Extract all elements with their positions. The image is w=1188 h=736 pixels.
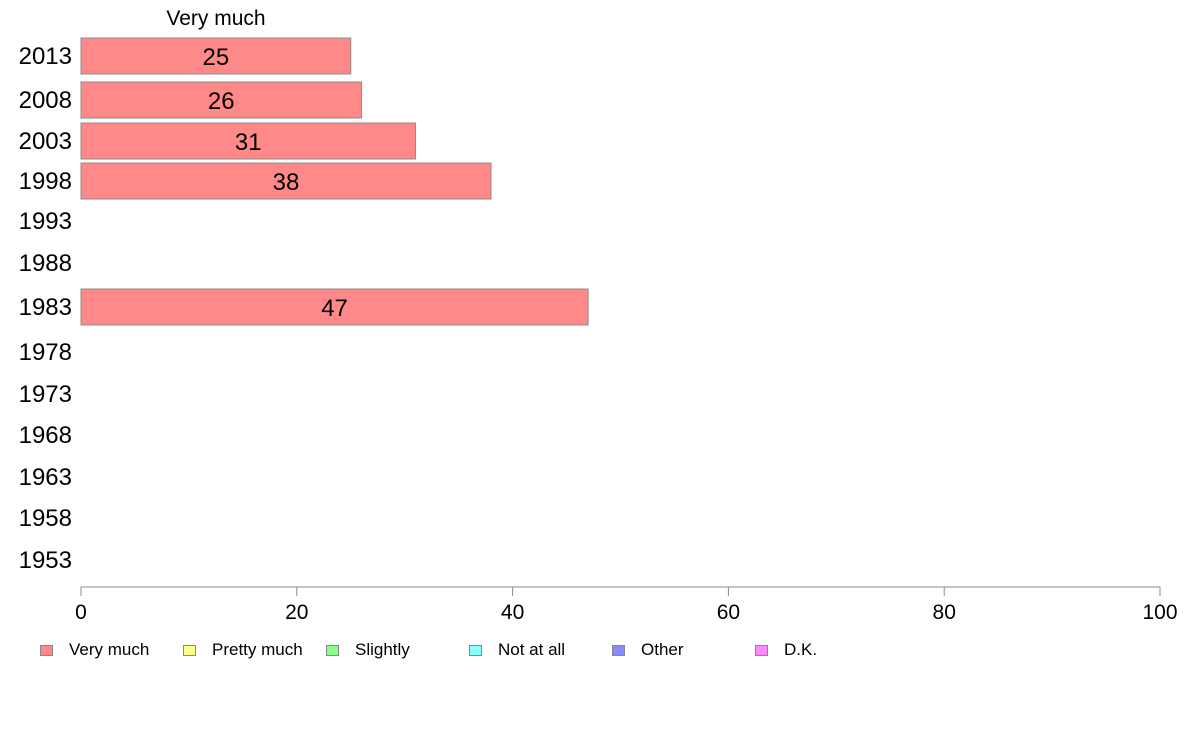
y-tick-label: 2008 [19, 87, 72, 114]
legend-label: Not at all [498, 640, 566, 659]
legend-swatch-other [612, 644, 625, 656]
y-axis-labels: 2013 2008 2003 1998 1993 1988 1983 1978 1973 1968… [19, 43, 72, 574]
x-tick-label: 40 [501, 601, 524, 624]
legend-swatch-pretty-much [183, 644, 196, 656]
y-tick-label: 1953 [19, 547, 72, 574]
x-tick-label: 0 [75, 601, 87, 624]
legend-item-dk: D.K. [755, 639, 817, 661]
y-tick-label: 1988 [19, 250, 72, 277]
legend-label: Slightly [355, 640, 410, 659]
bar [80, 162, 492, 200]
y-tick-label: 1973 [19, 381, 72, 408]
legend-item-very-much: Very much [40, 639, 149, 661]
legend-label: Other [641, 640, 684, 659]
y-tick-label: 1963 [19, 464, 72, 491]
y-tick-label: 1983 [19, 294, 72, 321]
legend-label: Pretty much [212, 640, 303, 659]
legend-item-pretty-much: Pretty much [183, 639, 303, 661]
legend-label: D.K. [784, 640, 818, 659]
x-tick-label: 80 [933, 601, 956, 624]
bar-value-label: 26 [208, 88, 235, 115]
legend: Very much Pretty much Slightly Not at al… [40, 639, 860, 661]
legend-swatch-dk [755, 644, 768, 656]
y-tick-label: 1998 [19, 168, 72, 195]
bar [80, 288, 589, 326]
legend-item-not-at-all: Not at all [469, 639, 565, 661]
y-tick-label: 1958 [19, 505, 72, 532]
y-tick-label: 2003 [19, 128, 72, 155]
bar [80, 37, 352, 75]
legend-item-other: Other [612, 639, 684, 661]
legend-swatch-very-much [40, 644, 53, 656]
x-tick-label: 60 [717, 601, 740, 624]
y-tick-label: 1978 [19, 339, 72, 366]
bar-value-label: 47 [321, 295, 348, 322]
bar [80, 122, 416, 160]
series-header: Very much [166, 7, 265, 30]
bar-value-label: 38 [273, 169, 300, 196]
y-tick-label: 1968 [19, 422, 72, 449]
legend-item-slightly: Slightly [326, 639, 410, 661]
legend-swatch-slightly [326, 644, 339, 656]
x-tick-label: 100 [1142, 601, 1177, 624]
x-axis: 0 20 40 60 80 100 [75, 586, 1178, 624]
x-tick-label: 20 [285, 601, 308, 624]
legend-swatch-not-at-all [469, 644, 482, 656]
bar-value-label: 25 [203, 44, 230, 71]
bar-value-label: 31 [235, 129, 262, 156]
legend-label: Very much [69, 640, 150, 659]
y-tick-label: 1993 [19, 208, 72, 235]
y-tick-label: 2013 [19, 43, 72, 70]
bar [80, 81, 363, 119]
